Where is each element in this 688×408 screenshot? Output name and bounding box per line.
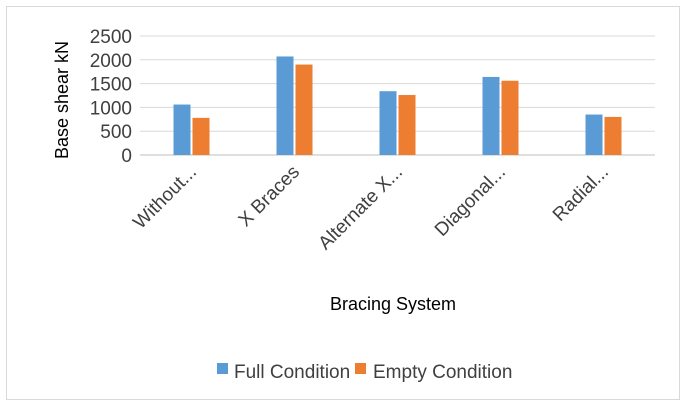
bar-full-2 xyxy=(379,91,397,155)
legend-label-empty: Empty Condition xyxy=(373,362,512,383)
bar-full-4 xyxy=(585,114,603,155)
gridlines xyxy=(140,35,655,156)
x-axis-title: Bracing System xyxy=(330,294,456,314)
legend: Full Condition Empty Condition xyxy=(217,362,512,383)
bar-empty-2 xyxy=(398,95,416,155)
legend-swatch-empty xyxy=(355,363,366,374)
bar-empty-0 xyxy=(192,117,210,155)
bar-full-0 xyxy=(173,104,191,155)
y-tick-label: 2500 xyxy=(90,27,132,48)
bars xyxy=(173,56,622,155)
y-tick-label: 1500 xyxy=(90,75,132,96)
legend-label-full: Full Condition xyxy=(234,362,350,383)
x-tick-labels: Without... X Braces Alternate X... Diagonal… xyxy=(129,162,613,255)
bar-full-1 xyxy=(276,56,294,155)
y-tick-label: 1000 xyxy=(90,98,132,119)
bar-full-3 xyxy=(482,76,500,155)
x-tick-label: Alternate X... xyxy=(315,162,408,255)
y-tick-label: 500 xyxy=(100,122,132,143)
x-tick-label: Radial... xyxy=(549,162,613,226)
bar-empty-4 xyxy=(604,116,622,155)
chart-frame xyxy=(6,6,680,400)
legend-swatch-full xyxy=(217,363,228,374)
x-tick-label: Diagonal... xyxy=(431,162,510,241)
y-tick-label: 0 xyxy=(121,146,132,167)
bar-empty-3 xyxy=(501,80,519,155)
y-tick-label: 2000 xyxy=(90,51,132,72)
bar-empty-1 xyxy=(295,64,313,155)
y-axis-title: Base shear kN xyxy=(52,41,72,159)
x-tick-label: Without... xyxy=(129,162,201,234)
x-tick-label: X Braces xyxy=(235,162,304,231)
